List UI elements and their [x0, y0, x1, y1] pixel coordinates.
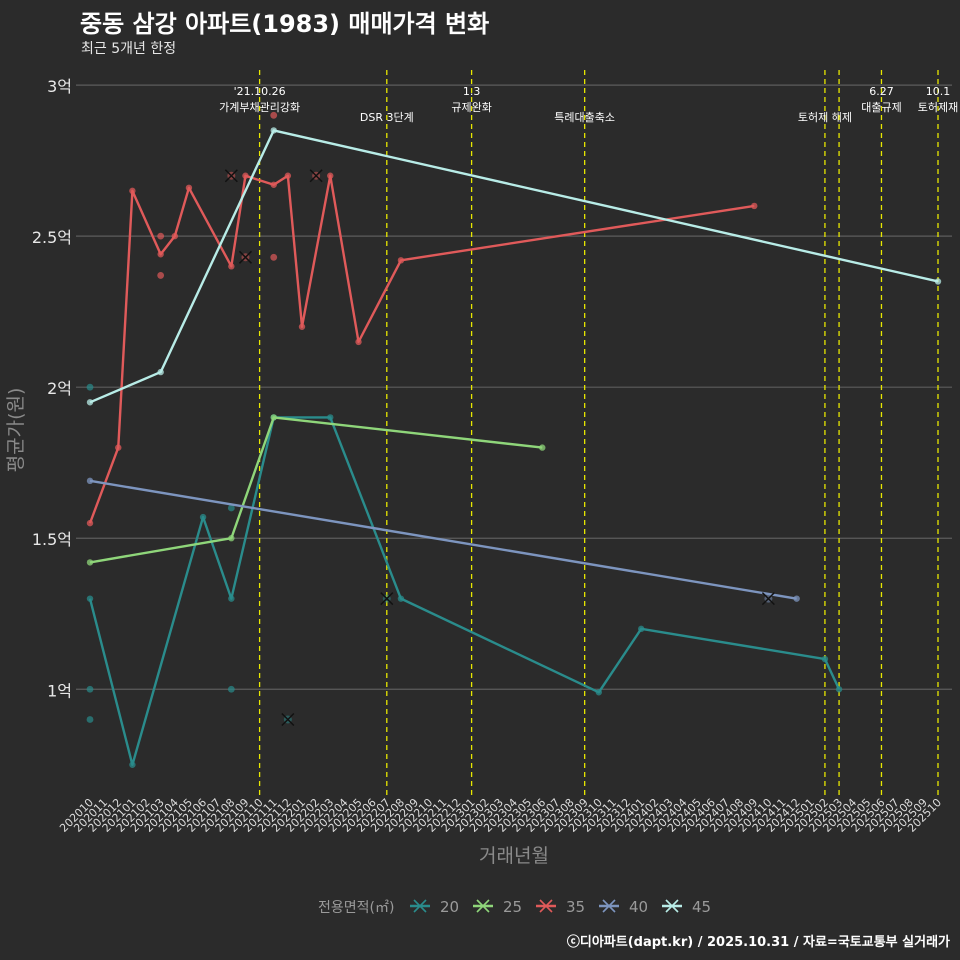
event-label: 가계부채관리강화: [219, 101, 300, 114]
series-20-point: [397, 595, 405, 602]
series-35-trade-point: [157, 272, 165, 279]
series-35-line: [88, 174, 755, 524]
event-label: 10.1: [926, 85, 951, 98]
series-35-point: [129, 187, 136, 195]
series-35-point: [185, 184, 193, 192]
legend-label: 25: [503, 898, 522, 916]
series-35-point: [284, 172, 292, 179]
series-35-point: [751, 202, 758, 210]
series-20-point: [835, 686, 843, 693]
series-35-cancelled-mark: [224, 169, 238, 183]
event-label: 토허제재: [918, 101, 958, 114]
series-20-trade-point: [86, 383, 94, 391]
series-20-point: [821, 655, 829, 663]
legend-key-cross: [602, 899, 616, 913]
series-40-point: [86, 477, 94, 485]
y-axis-title: 평균가(원): [5, 388, 27, 473]
legend-title: 전용면적(㎡): [318, 900, 394, 916]
chart-subtitle: 최근 5개년 한정: [81, 41, 177, 57]
series-20-line: [88, 416, 841, 766]
series-35-point: [228, 263, 235, 270]
series-40-point: [793, 595, 800, 602]
series-35-trade-point: [157, 232, 165, 240]
legend-label: 35: [566, 898, 585, 916]
series-35-trade-point: [270, 253, 278, 261]
series-25-point: [228, 535, 235, 542]
series-45-point: [270, 127, 277, 134]
series-40-cancelled-mark: [761, 592, 775, 606]
series-35-cancelled-mark: [238, 250, 252, 264]
series-20-point: [327, 414, 334, 421]
series-20-point: [595, 689, 602, 696]
event-label: 1.3: [463, 85, 481, 98]
series-20-point: [129, 761, 136, 768]
x-axis-title: 거래년월: [479, 845, 549, 867]
legend-key-cross: [665, 899, 679, 913]
y-tick-label: 2억: [47, 379, 72, 398]
series-35-trade-point: [270, 111, 278, 119]
source-caption: ⓒ디아파트(dapt.kr) / 2025.10.31 / 자료=국토교통부 실…: [566, 935, 950, 950]
series-20-point: [228, 595, 235, 602]
series-35-point: [115, 444, 122, 451]
series-25-point: [86, 559, 94, 566]
series-35-point: [397, 257, 405, 264]
series-20-trade-point: [227, 504, 235, 512]
legend-label: 20: [440, 898, 459, 916]
series-35-point: [270, 181, 277, 188]
series-35-cancelled-mark: [309, 169, 323, 183]
series-40-line: [89, 479, 797, 600]
event-label: '21.10.26: [234, 85, 286, 98]
series-20-point: [86, 595, 94, 602]
series-35-point: [327, 172, 334, 179]
event-label: DSR 3단계: [360, 111, 414, 124]
y-tick-label: 2.5억: [32, 228, 72, 247]
legend-key-cross: [539, 899, 553, 913]
series-25-point: [270, 414, 277, 421]
series-20-trade-point: [86, 716, 94, 723]
y-tick-label: 1.5억: [32, 530, 72, 549]
series-45-point: [86, 399, 94, 406]
series-35-point: [157, 251, 164, 258]
legend-label: 40: [629, 898, 648, 916]
series-20-trade-point: [86, 685, 94, 693]
event-label: 6.27: [869, 85, 894, 98]
series-45-line: [89, 129, 939, 404]
series-25-line: [89, 416, 543, 564]
legend-key-cross: [476, 899, 490, 913]
event-label: 토허제 해제: [798, 110, 852, 124]
series-20-cancelled-mark: [380, 592, 394, 606]
y-tick-label: 1억: [47, 681, 72, 700]
event-label: 대출규제: [861, 101, 901, 114]
legend-key-cross: [413, 899, 427, 913]
event-label: 특례대출축소: [554, 111, 615, 124]
legend-label: 45: [692, 898, 711, 916]
series-20-point: [638, 625, 645, 633]
series-35-point: [355, 338, 362, 346]
chart-title: 중동 삼강 아파트(1983) 매매가격 변화: [80, 10, 490, 38]
series-20-point: [199, 513, 207, 521]
series-35-point: [86, 519, 94, 527]
series-45-point: [157, 368, 164, 376]
series-35-point: [242, 172, 249, 179]
series-45-point: [934, 278, 942, 285]
series-35-point: [171, 232, 178, 240]
event-label: 규제완화: [451, 101, 491, 114]
series-35-point: [298, 323, 306, 330]
y-tick-label: 3억: [47, 77, 72, 96]
series-25-point: [539, 444, 546, 451]
series-20-cancelled-mark: [281, 712, 295, 727]
series-20-trade-point: [227, 685, 235, 693]
